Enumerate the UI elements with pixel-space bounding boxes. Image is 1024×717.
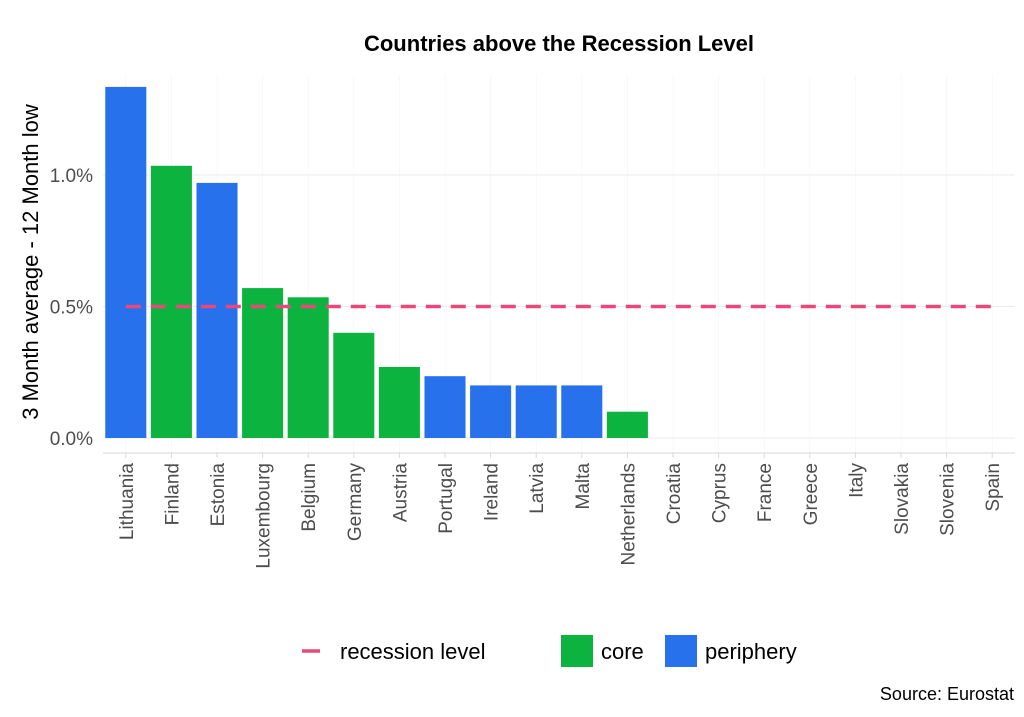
legend-label-recession: recession level	[340, 639, 486, 664]
x-tick-label: France	[755, 463, 776, 522]
y-axis-label: 3 Month average - 12 Month low	[18, 104, 43, 420]
x-tick-label: Estonia	[208, 463, 229, 527]
source-caption: Source: Eurostat	[880, 684, 1014, 704]
bar-austria	[378, 366, 420, 438]
x-tick-label: Austria	[390, 463, 411, 523]
x-tick-label: Portugal	[436, 463, 457, 534]
y-tick-label: 1.0%	[50, 166, 93, 187]
legend-label-core: core	[601, 639, 644, 664]
x-tick-label: Germany	[345, 463, 366, 542]
x-tick-label: Finland	[162, 463, 183, 525]
x-tick-label: Latvia	[527, 463, 548, 514]
x-tick-label: Malta	[573, 463, 594, 510]
legend-key-periphery	[665, 635, 697, 667]
x-tick-label: Ireland	[482, 463, 503, 521]
x-tick-label: Slovakia	[892, 463, 913, 535]
bar-lithuania	[105, 86, 147, 439]
bar-malta	[561, 385, 603, 438]
x-tick-label: Spain	[983, 463, 1004, 512]
bar-germany	[333, 332, 375, 438]
bar-netherlands	[606, 411, 648, 438]
bar-finland	[150, 165, 192, 439]
x-tick-label: Italy	[846, 463, 867, 498]
legend-label-periphery: periphery	[705, 639, 797, 664]
chart-title: Countries above the Recession Level	[364, 31, 754, 56]
y-tick-label: 0.5%	[50, 298, 93, 319]
x-tick-label: Cyprus	[710, 463, 731, 523]
x-tick-label: Belgium	[299, 463, 320, 532]
x-tick-label: Croatia	[664, 463, 685, 525]
x-tick-label: Netherlands	[618, 463, 639, 565]
bar-luxembourg	[242, 288, 284, 438]
bar-estonia	[196, 182, 238, 438]
x-tick-label: Slovenia	[938, 463, 959, 536]
y-tick-label: 0.0%	[50, 429, 93, 450]
bar-portugal	[424, 376, 466, 438]
x-tick-label: Luxembourg	[254, 463, 275, 569]
bar-latvia	[515, 385, 557, 438]
x-tick-label: Greece	[801, 463, 822, 525]
bar-ireland	[470, 385, 512, 438]
x-tick-label: Lithuania	[117, 463, 138, 541]
legend-key-core	[561, 635, 593, 667]
bar-belgium	[287, 297, 329, 438]
